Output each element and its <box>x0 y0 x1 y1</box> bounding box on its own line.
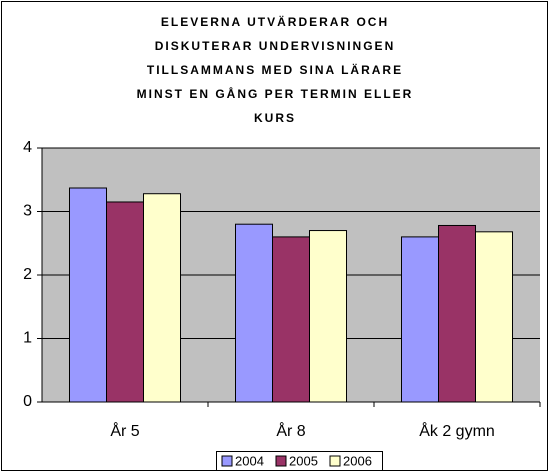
x-tick-label: Åk 2 gymn <box>419 421 495 440</box>
bar <box>143 193 181 403</box>
bar <box>401 236 439 403</box>
y-tick-label: 0 <box>23 393 32 410</box>
y-tick-label: 3 <box>23 203 32 220</box>
chart-title: DISKUTERAR UNDERVISNINGEN <box>155 39 395 53</box>
bar <box>438 224 476 403</box>
y-tick-label: 4 <box>23 139 32 156</box>
chart-title: TILLSAMMANS MED SINA LÄRARE <box>147 62 403 77</box>
x-tick-label: År 8 <box>276 421 305 440</box>
legend-swatch <box>329 455 341 467</box>
legend-swatch <box>275 455 287 467</box>
bar <box>309 230 347 403</box>
legend-swatch <box>221 455 233 467</box>
bar <box>235 223 273 403</box>
chart-title: KURS <box>254 111 296 125</box>
y-tick-label: 2 <box>23 266 32 283</box>
y-tick-label: 1 <box>23 330 32 347</box>
bar <box>69 187 107 403</box>
bar <box>272 236 310 403</box>
legend-label: 2004 <box>235 453 264 468</box>
chart-title: MINST EN GÅNG PER TERMIN ELLER <box>137 86 414 101</box>
bar <box>475 231 513 403</box>
legend-label: 2006 <box>343 453 372 468</box>
x-tick-label: År 5 <box>110 421 139 440</box>
legend-box <box>216 451 383 471</box>
chart-title: ELEVERNA UTVÄRDERAR OCH <box>161 14 389 29</box>
bar <box>106 201 144 403</box>
legend-label: 2005 <box>289 453 318 468</box>
